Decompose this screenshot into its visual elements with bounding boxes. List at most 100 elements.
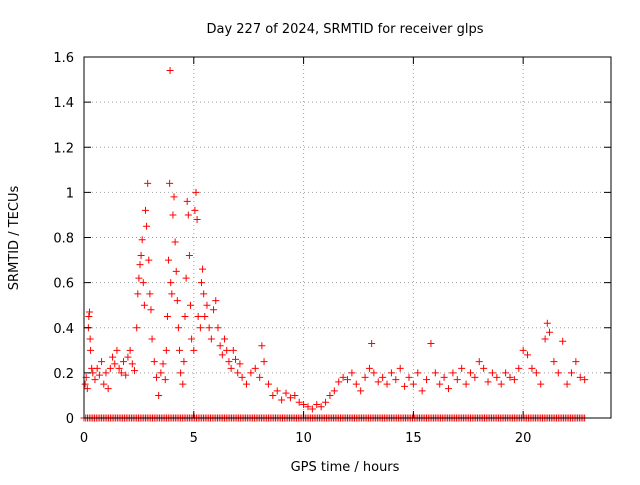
data-point [458, 364, 466, 372]
data-point [98, 358, 106, 366]
y-tick-label: 1 [66, 186, 74, 201]
data-point [194, 312, 202, 320]
data-point [180, 358, 188, 366]
data-point [370, 369, 378, 377]
data-point [176, 346, 184, 354]
data-point [216, 342, 224, 350]
data-point [115, 364, 123, 372]
data-point [374, 378, 382, 386]
data-point [214, 324, 222, 332]
data-point [247, 369, 255, 377]
data-point [365, 364, 373, 372]
data-point [200, 290, 208, 298]
data-point [258, 342, 266, 350]
data-point [143, 222, 151, 230]
data-point [563, 380, 571, 388]
data-point [223, 346, 231, 354]
data-point [475, 358, 483, 366]
data-point [414, 369, 422, 377]
data-point [528, 364, 536, 372]
data-point [184, 211, 192, 219]
data-point [126, 346, 134, 354]
data-point [546, 328, 554, 336]
data-point [163, 312, 171, 320]
data-point [122, 371, 130, 379]
data-point [144, 179, 152, 187]
data-point [436, 380, 444, 388]
data-point [171, 238, 179, 246]
data-point [95, 371, 103, 379]
data-point [260, 358, 268, 366]
y-axis-label: SRMTID / TECUs [7, 186, 22, 291]
data-point [300, 400, 308, 408]
y-tick-label: 0.6 [53, 277, 74, 292]
data-point [137, 252, 145, 260]
data-point [174, 324, 182, 332]
data-point [147, 306, 155, 314]
data-point [81, 380, 89, 388]
data-point [383, 380, 391, 388]
data-point [197, 279, 205, 287]
data-point [169, 211, 177, 219]
data-point [185, 252, 193, 260]
data-point [192, 188, 200, 196]
data-point [339, 373, 347, 381]
data-point [387, 369, 395, 377]
data-point [170, 193, 178, 201]
data-point [225, 358, 233, 366]
data-point [182, 274, 190, 282]
data-point [104, 385, 112, 393]
data-point [150, 358, 158, 366]
data-point [111, 360, 119, 368]
data-point [379, 373, 387, 381]
data-point [181, 312, 189, 320]
data-point [190, 346, 198, 354]
data-point [541, 335, 549, 343]
data-point [191, 206, 199, 214]
data-point [361, 373, 369, 381]
data-point [282, 389, 290, 397]
data-point [344, 376, 351, 384]
data-point [157, 369, 165, 377]
data-point [186, 301, 194, 309]
y-tick-label: 1.6 [53, 51, 74, 66]
data-point [207, 335, 215, 343]
data-point [392, 376, 400, 384]
data-point [159, 360, 167, 368]
data-point [330, 387, 338, 395]
data-point [131, 367, 139, 375]
data-point [227, 364, 235, 372]
data-point [567, 369, 575, 377]
data-point [166, 67, 174, 75]
data-point [161, 376, 169, 384]
data-point [100, 380, 108, 388]
data-point [519, 346, 527, 354]
data-point [431, 369, 439, 377]
data-point [550, 358, 558, 366]
data-point [133, 324, 141, 332]
data-point [183, 197, 191, 205]
data-point [524, 351, 532, 359]
data-point [462, 380, 470, 388]
data-point [445, 385, 453, 393]
data-point [117, 369, 125, 377]
x-tick-label: 10 [295, 431, 312, 446]
data-point [471, 373, 479, 381]
x-axis-label: GPS time / hours [291, 460, 400, 475]
data-point [199, 265, 207, 273]
data-point [348, 369, 356, 377]
axis-ticks: 0 0.2 0.4 0.6 0.8 1 1.2 1.4 1.6 0 5 10 15 20 [53, 51, 611, 446]
data-point [172, 267, 180, 275]
data-point [449, 369, 457, 377]
x-tick-label: 0 [80, 431, 88, 446]
data-point [502, 369, 510, 377]
data-point [210, 306, 218, 314]
data-point [532, 369, 540, 377]
data-point [201, 312, 209, 320]
y-tick-label: 0.8 [53, 232, 74, 247]
data-point [120, 358, 128, 366]
data-point [91, 376, 99, 384]
data-point [146, 290, 154, 298]
